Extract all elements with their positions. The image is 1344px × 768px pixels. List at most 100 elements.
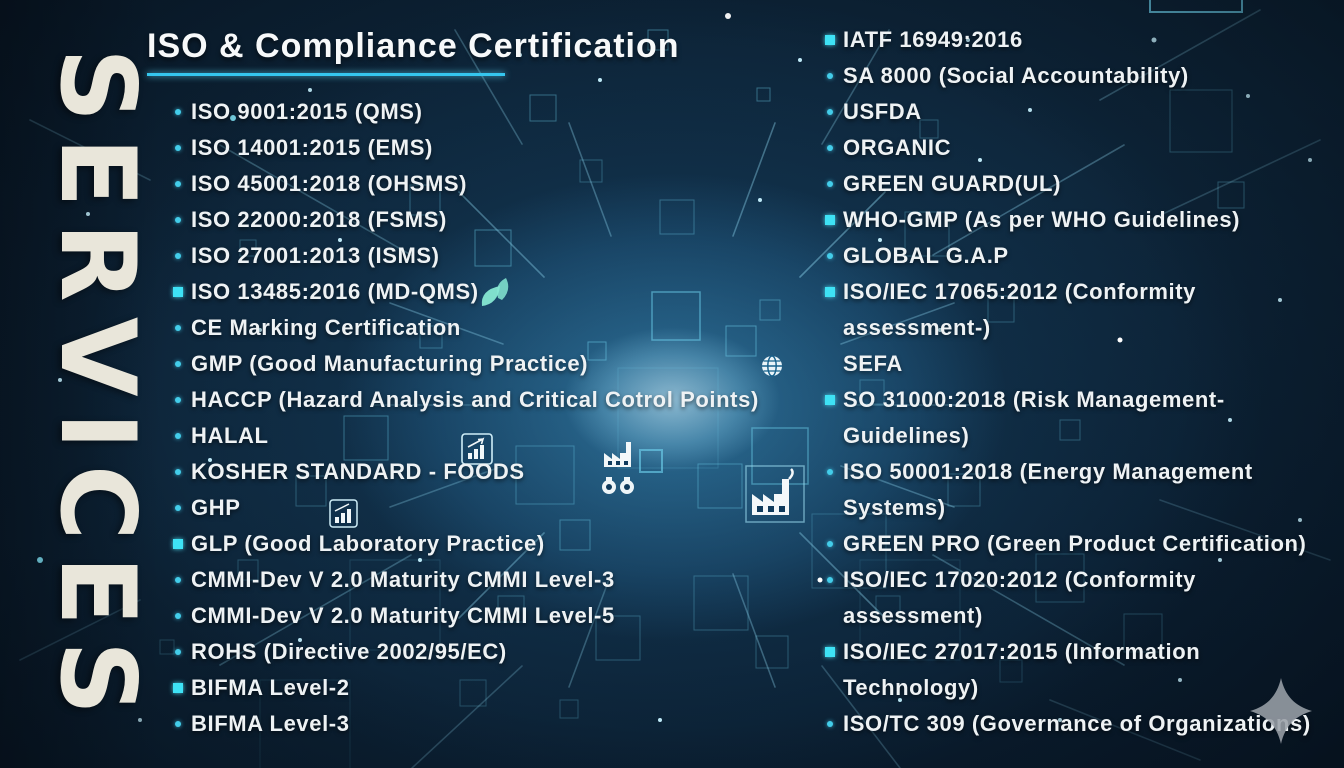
globe-icon <box>762 355 782 377</box>
certification-label: GLOBAL G.A.P <box>843 243 1009 268</box>
sparkle-watermark-icon <box>1250 678 1312 744</box>
certification-list-left: ISO 9001:2015 (QMS) ISO 14001:2015 (EMS) I… <box>165 94 759 742</box>
certification-label: GLP (Good Laboratory Practice) <box>191 531 545 556</box>
certification-label: GMP (Good Manufacturing Practice) <box>191 351 589 376</box>
certification-label: ISO/IEC 17065:2012 (Conformity assessment… <box>843 279 1197 340</box>
certification-label: USFDA <box>843 99 922 124</box>
bullet-dot-icon <box>816 130 843 166</box>
bullet-dot-icon <box>816 94 843 130</box>
list-item: IATF 16949:2016 <box>816 22 1311 58</box>
certification-label: SO 31000:2018 (Risk Management- Guideline… <box>843 387 1225 448</box>
certification-list-right: IATF 16949:2016 SA 8000 (Social Accountab… <box>816 22 1311 742</box>
certification-label: BIFMA Level-2 <box>191 675 350 700</box>
certification-label: GHP <box>191 495 241 520</box>
certification-label: ISO/IEC 27017:2015 (Information Technolog… <box>843 639 1201 700</box>
list-item: ISO/IEC 17020:2012 (Conformity assessment… <box>816 562 1311 634</box>
certification-label: ISO 50001:2018 (Energy Management Systems… <box>843 459 1253 520</box>
bullet-dot-icon <box>165 634 191 670</box>
list-item: GLP (Good Laboratory Practice) <box>165 526 759 562</box>
vertical-banner: SERVICES <box>37 48 157 731</box>
certification-label: CMMI-Dev V 2.0 Maturity CMMI Level-3 <box>191 567 615 592</box>
bullet-dot-icon <box>816 706 843 742</box>
certification-label: SEFA <box>843 351 903 376</box>
certification-label: ISO 45001:2018 (OHSMS) <box>191 171 468 196</box>
list-item: ISO 50001:2018 (Energy Management Systems… <box>816 454 1311 526</box>
list-item: ISO 27001:2013 (ISMS) <box>165 238 759 274</box>
list-item: SO 31000:2018 (Risk Management- Guideline… <box>816 382 1311 454</box>
certification-label: GREEN PRO (Green Product Certification) <box>843 531 1307 556</box>
bullet-dot-icon <box>165 382 191 418</box>
list-item: CMMI-Dev V 2.0 Maturity CMMI Level-3 <box>165 562 759 598</box>
certification-label: GREEN GUARD(UL) <box>843 171 1061 196</box>
certification-label: ROHS (Directive 2002/95/EC) <box>191 639 507 664</box>
bullet-dot-icon <box>165 454 191 490</box>
list-item: ISO 13485:2016 (MD-QMS) <box>165 274 759 310</box>
list-item: ISO 9001:2015 (QMS) <box>165 94 759 130</box>
bullet-dot-icon <box>165 490 191 526</box>
list-item: ORGANIC <box>816 130 1311 166</box>
bullet-dot-icon <box>165 202 191 238</box>
bullet-dot-icon <box>165 130 191 166</box>
bullet-dot-icon <box>165 346 191 382</box>
list-item: SA 8000 (Social Accountability) <box>816 58 1311 94</box>
bullet-dot-icon <box>816 58 843 94</box>
bullet-square-icon <box>165 670 191 706</box>
bullet-square-icon <box>816 22 843 58</box>
bullet-dot-icon <box>816 562 843 598</box>
list-item: GHP <box>165 490 759 526</box>
list-item: SEFA <box>816 346 1311 382</box>
list-item: BIFMA Level-2 <box>165 670 759 706</box>
certification-label: IATF 16949:2016 <box>843 27 1023 52</box>
bullet-dot-icon <box>165 94 191 130</box>
list-item: ISO/IEC 17065:2012 (Conformity assessment… <box>816 274 1311 346</box>
bullet-dot-icon <box>816 166 843 202</box>
certification-label: ISO/IEC 17020:2012 (Conformity assessment… <box>843 567 1197 628</box>
certification-label: CMMI-Dev V 2.0 Maturity CMMI Level-5 <box>191 603 615 628</box>
certification-label: WHO-GMP (As per WHO Guidelines) <box>843 207 1241 232</box>
certification-label: ISO/TC 309 (Governance of Organizations) <box>843 711 1311 736</box>
list-item: GREEN PRO (Green Product Certification) <box>816 526 1311 562</box>
list-item: ISO 22000:2018 (FSMS) <box>165 202 759 238</box>
list-item: ISO 14001:2015 (EMS) <box>165 130 759 166</box>
bullet-dot-icon <box>165 238 191 274</box>
certification-label: ISO 14001:2015 (EMS) <box>191 135 433 160</box>
certification-label: CE Marking Certification <box>191 315 461 340</box>
list-item: BIFMA Level-3 <box>165 706 759 742</box>
bullet-none <box>816 346 843 382</box>
certification-label: HACCP (Hazard Analysis and Critical Cotr… <box>191 387 759 412</box>
bullet-dot-icon <box>165 310 191 346</box>
certification-label: SA 8000 (Social Accountability) <box>843 63 1189 88</box>
list-item: USFDA <box>816 94 1311 130</box>
bullet-dot-icon <box>165 598 191 634</box>
list-item: ISO/IEC 27017:2015 (Information Technolog… <box>816 634 1311 706</box>
bullet-square-icon <box>165 274 191 310</box>
bullet-dot-icon <box>816 454 843 490</box>
certification-label: KOSHER STANDARD - FOODS <box>191 459 525 484</box>
list-item: GLOBAL G.A.P <box>816 238 1311 274</box>
certification-label: ISO 22000:2018 (FSMS) <box>191 207 447 232</box>
bullet-square-icon <box>816 274 843 310</box>
bullet-square-icon <box>165 526 191 562</box>
bullet-dot-icon <box>816 526 843 562</box>
list-item: GMP (Good Manufacturing Practice) <box>165 346 759 382</box>
bullet-square-icon <box>816 382 843 418</box>
certification-label: BIFMA Level-3 <box>191 711 350 736</box>
certification-label: ISO 27001:2013 (ISMS) <box>191 243 440 268</box>
list-item: ROHS (Directive 2002/95/EC) <box>165 634 759 670</box>
title-underline <box>147 73 505 76</box>
list-item: ISO/TC 309 (Governance of Organizations) <box>816 706 1311 742</box>
list-item: CMMI-Dev V 2.0 Maturity CMMI Level-5 <box>165 598 759 634</box>
list-item: WHO-GMP (As per WHO Guidelines) <box>816 202 1311 238</box>
list-item: HACCP (Hazard Analysis and Critical Cotr… <box>165 382 759 418</box>
page-title: ISO & Compliance Certification <box>147 27 680 65</box>
list-item: CE Marking Certification <box>165 310 759 346</box>
bullet-dot-icon <box>816 238 843 274</box>
certification-label: ISO 9001:2015 (QMS) <box>191 99 423 124</box>
bullet-square-icon <box>816 202 843 238</box>
certification-label: ISO 13485:2016 (MD-QMS) <box>191 279 479 304</box>
bullet-dot-icon <box>165 166 191 202</box>
certification-label: ORGANIC <box>843 135 952 160</box>
list-item: ISO 45001:2018 (OHSMS) <box>165 166 759 202</box>
certification-label: HALAL <box>191 423 269 448</box>
